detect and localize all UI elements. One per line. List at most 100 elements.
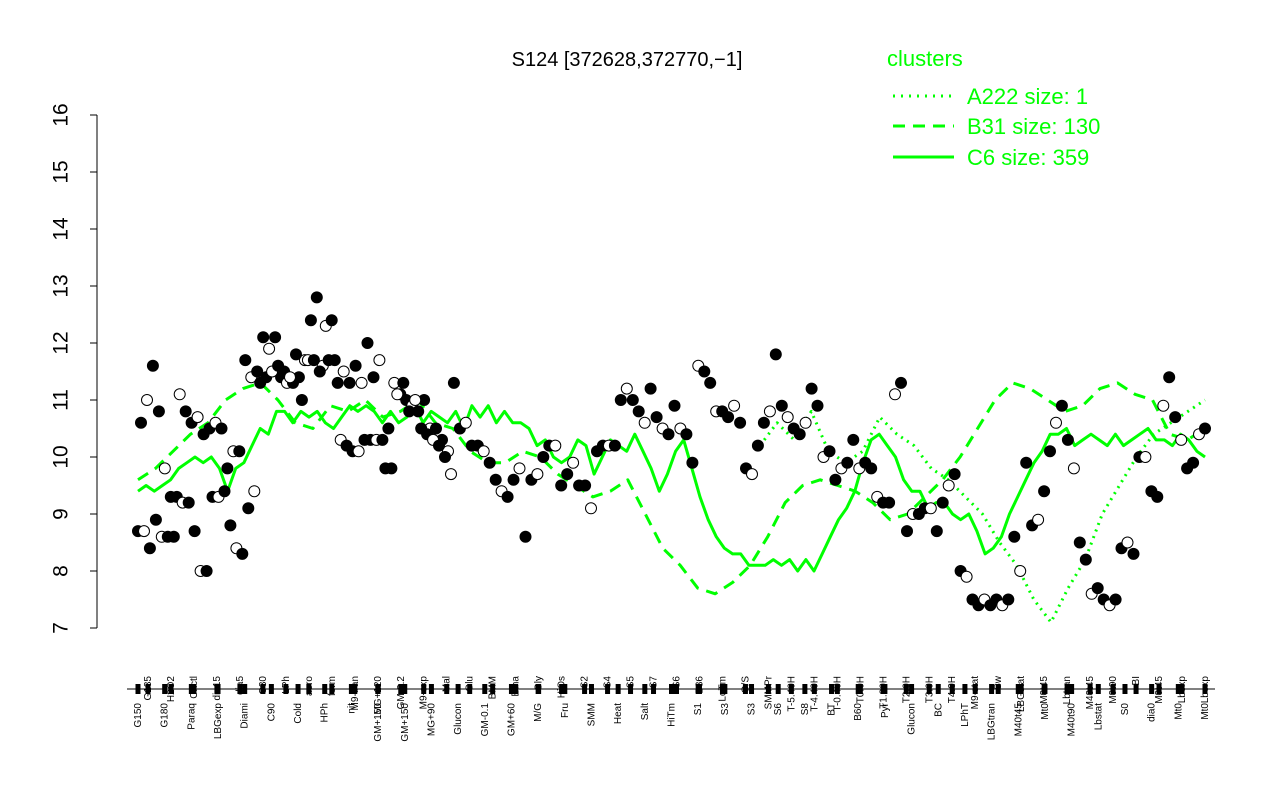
data-point (331, 376, 344, 389)
data-point (182, 496, 195, 509)
data-point (1032, 513, 1045, 526)
data-point (799, 416, 812, 429)
data-point (1002, 593, 1015, 606)
x-tick-label: C90 (266, 703, 277, 722)
x-tick-label: Mt0 (1173, 703, 1184, 720)
x-tick-label: M/G (533, 703, 544, 722)
data-point (403, 405, 416, 418)
series-lines (137, 381, 1206, 624)
data-point (757, 416, 770, 429)
series-line-a222 (758, 398, 1206, 624)
x-tick-label: T4.0H (947, 676, 958, 703)
x-tick-label: C30 (258, 676, 269, 695)
x-tick-label: Mal (442, 676, 453, 692)
data-point (310, 291, 323, 304)
data-point (349, 359, 362, 372)
data-point (343, 376, 356, 389)
data-point (930, 525, 943, 538)
x-tick-label: Oxctl (189, 676, 200, 699)
x-tick-label: dia5 (235, 676, 246, 695)
x-tick-label: M9-exp (419, 676, 430, 710)
x-tick-label: S3 (720, 703, 731, 716)
x-tick-label: M40t45 (1085, 676, 1096, 710)
data-point (775, 399, 788, 412)
data-point (224, 519, 237, 532)
x-tick-label: BI (1131, 676, 1142, 685)
data-point (447, 376, 460, 389)
data-point (242, 502, 255, 515)
data-point (823, 445, 836, 458)
data-point (805, 382, 818, 395)
data-point (895, 376, 907, 389)
legend: clusters A222 size: 1 B31 size: 130 C6 s… (887, 46, 1100, 170)
x-tick-label: aero (304, 676, 315, 696)
data-point (1187, 456, 1200, 469)
data-point (680, 428, 693, 441)
x-tick-label: S5 (626, 676, 637, 689)
data-point (367, 371, 380, 384)
data-point (614, 394, 627, 406)
data-point (1175, 433, 1188, 446)
data-point (352, 445, 365, 458)
x-tick-label: LPhT (960, 703, 971, 727)
data-point (537, 451, 550, 463)
x-tick-label: BT (827, 703, 838, 716)
x-tick-label: G135 (143, 676, 154, 701)
y-tick-label: 14 (49, 217, 72, 241)
x-tick-label: T3.0H (924, 676, 935, 703)
data-point (483, 456, 496, 469)
x-tick-label: Mt0 (1200, 703, 1211, 720)
y-tick-label: 11 (49, 389, 72, 411)
data-point (1151, 490, 1164, 503)
data-point (489, 473, 502, 486)
x-tick-label: BMM (488, 676, 499, 699)
y-tick-label: 9 (49, 508, 72, 520)
data-point (355, 376, 368, 389)
data-point (1109, 593, 1122, 606)
data-point (662, 428, 675, 441)
x-tick-label: SMMPr (763, 675, 774, 709)
data-point (1014, 565, 1027, 577)
x-tick-label: Lbstat (1093, 703, 1104, 730)
data-point (608, 439, 621, 452)
x-tick-label: G150 (133, 703, 144, 728)
data-point (391, 388, 404, 401)
data-point (382, 422, 395, 435)
legend-label-c6: C6 size: 359 (967, 145, 1089, 170)
x-tick-label: S7 (649, 676, 660, 689)
data-point (638, 416, 651, 429)
data-point (385, 462, 398, 475)
data-point (620, 382, 633, 395)
data-point (167, 530, 180, 543)
chart-title: S124 [372628,372770,−1] (512, 49, 743, 71)
data-point (459, 416, 472, 429)
x-tick-label: MG+120 (373, 676, 384, 715)
data-point (135, 416, 147, 429)
data-point (263, 342, 276, 355)
data-point (942, 479, 955, 492)
data-point (328, 354, 341, 367)
x-tick-label: Glucon (453, 703, 464, 735)
data-point (704, 376, 717, 389)
x-tick-label: Heat (613, 703, 624, 724)
x-tick-label: T-5.40H (786, 676, 797, 712)
data-point (1169, 411, 1182, 424)
data-point (1050, 416, 1062, 429)
data-point (793, 428, 806, 441)
data-point (218, 485, 231, 498)
data-point (1139, 451, 1152, 463)
data-point (251, 365, 264, 378)
data-point (1055, 399, 1068, 412)
data-point (373, 354, 386, 367)
data-point (561, 468, 574, 481)
data-point (295, 394, 308, 406)
x-tick-label: M9-tran (350, 676, 361, 710)
data-point (698, 365, 711, 378)
data-point (409, 394, 422, 406)
x-tick-label: dia0 (1147, 703, 1158, 722)
data-point (1073, 536, 1086, 549)
x-tick-label: M40t45 (1013, 703, 1024, 737)
data-point (1121, 536, 1134, 549)
x-tick-label: T-4.40H (809, 676, 820, 712)
legend-label-b31: B31 size: 130 (967, 114, 1100, 139)
